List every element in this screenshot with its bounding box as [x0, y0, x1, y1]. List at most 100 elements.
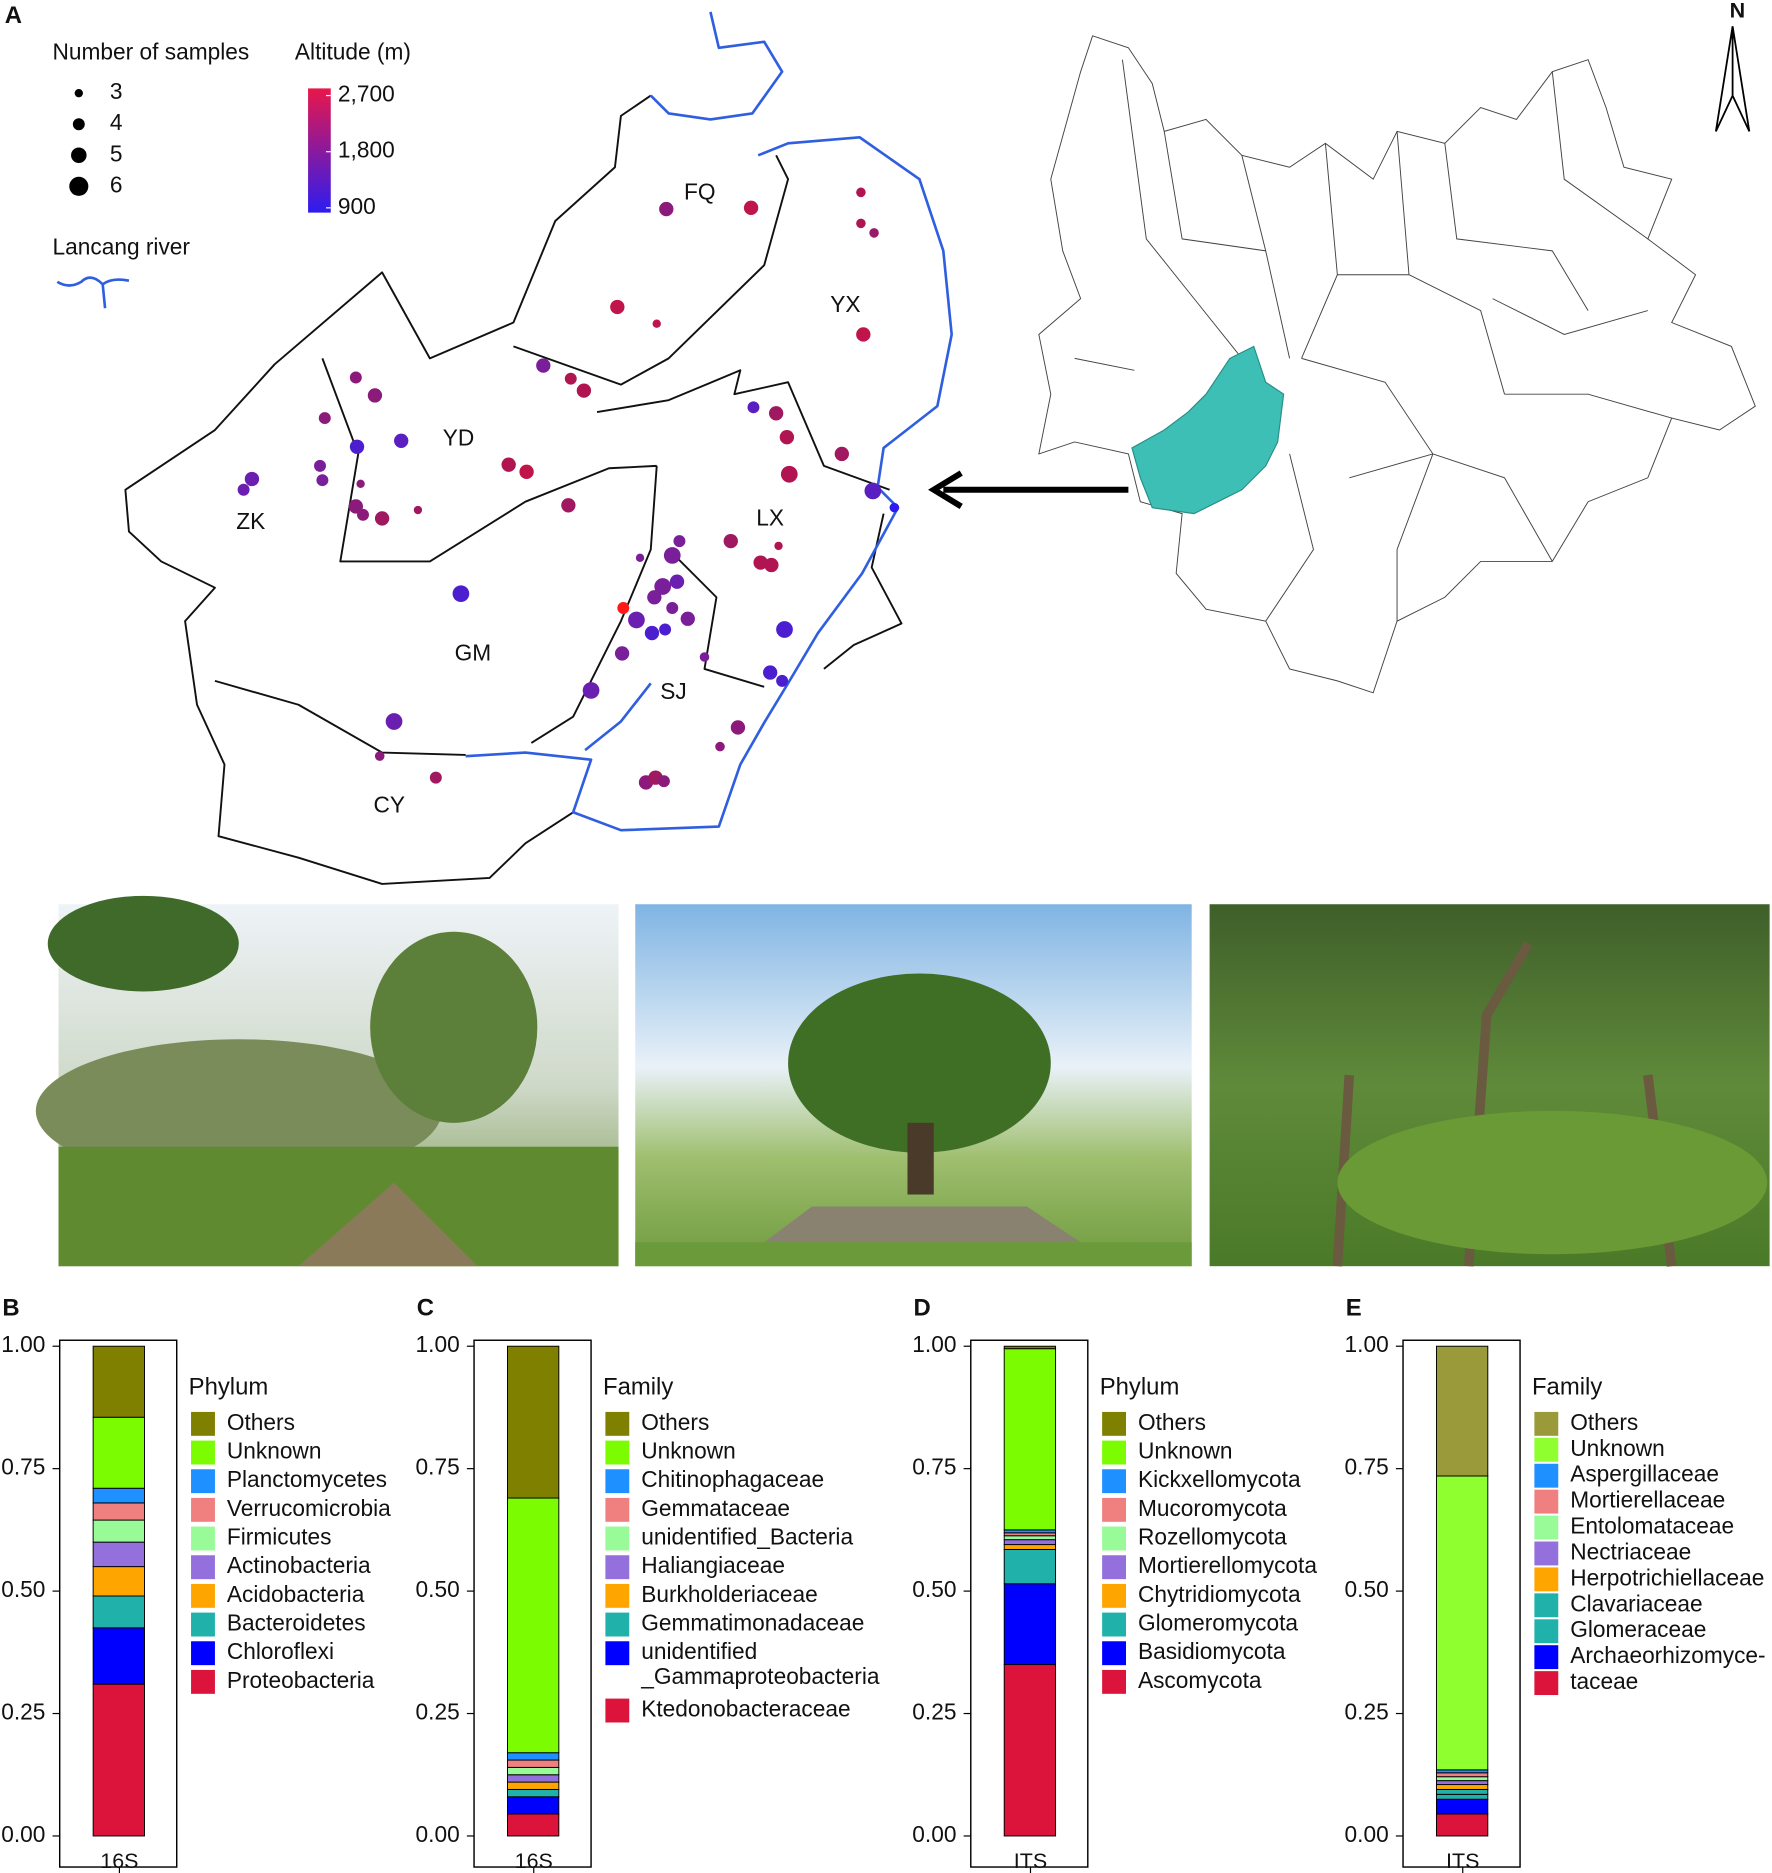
panel-label: B	[2, 1294, 19, 1321]
panel-label: D	[913, 1294, 930, 1321]
bar-segment	[507, 1759, 560, 1768]
bar-segment	[507, 1766, 560, 1776]
legend-swatch	[1102, 1497, 1127, 1522]
altitude-tick-label: 1,800	[338, 137, 395, 163]
legend-label: Glomeraceae	[1570, 1616, 1706, 1642]
altitude-colorbar	[308, 88, 331, 213]
legend-label: Mortierellaceae	[1570, 1487, 1725, 1513]
region-label: GM	[455, 640, 492, 666]
prefecture-outline	[124, 94, 652, 885]
legend-swatch	[1534, 1567, 1559, 1592]
legend-swatch	[605, 1583, 630, 1608]
legend-label: Mortierellomycota	[1138, 1552, 1317, 1578]
legend-label: Chloroflexi	[227, 1638, 334, 1664]
bar-segment	[92, 1502, 145, 1521]
legend-swatch	[1102, 1526, 1127, 1551]
bar-segment	[1435, 1788, 1489, 1795]
plot-frame	[1402, 1339, 1521, 1868]
sample-points	[237, 187, 900, 790]
legend-title: Phylum	[1100, 1373, 1180, 1400]
y-tick-label: 0.00	[912, 1821, 956, 1847]
bar-segment	[92, 1541, 145, 1568]
bar-segment	[507, 1813, 560, 1837]
legend-label: unidentified _Gammaproteobacteria	[640, 1638, 880, 1689]
legend-label: Others	[1138, 1409, 1206, 1435]
plot-frame	[58, 1339, 178, 1868]
bar-segment	[1435, 1475, 1489, 1771]
legend-swatch	[191, 1469, 215, 1494]
region-label: CY	[374, 791, 406, 817]
legend-swatch	[1534, 1463, 1559, 1488]
bar-segment	[507, 1774, 560, 1783]
bar-segment	[92, 1683, 145, 1837]
legend-label: Actinobacteria	[227, 1552, 371, 1578]
bar-segment	[507, 1497, 560, 1754]
y-tick-label: 1.00	[1, 1331, 45, 1357]
legend-swatch	[605, 1526, 630, 1551]
region-label: SJ	[660, 678, 686, 704]
altitude-tick-label: 900	[338, 193, 376, 219]
bar-segment	[92, 1519, 145, 1543]
legend-label: Bacteroidetes	[227, 1610, 366, 1636]
legend-swatch	[605, 1698, 630, 1723]
y-tick-label: 0.50	[912, 1576, 956, 1602]
panel-label: A	[5, 2, 22, 29]
legend-label: Ktedonobacteraceae	[641, 1696, 850, 1722]
legend-title: Family	[1532, 1373, 1602, 1400]
legend-label: Unknown	[1138, 1438, 1233, 1464]
legend-swatch	[1534, 1489, 1559, 1514]
region-label: FQ	[684, 179, 716, 205]
x-tick-label: 16S	[515, 1849, 553, 1873]
plot-frame	[970, 1339, 1089, 1868]
y-tick-label: 0.00	[1345, 1821, 1389, 1847]
y-tick-label: 0.00	[1, 1821, 45, 1847]
size-legend-label: 5	[110, 140, 123, 166]
bar-segment	[92, 1595, 145, 1629]
legend-swatch	[1102, 1440, 1127, 1465]
legend-swatch	[1534, 1619, 1559, 1644]
legend-label: Unknown	[1570, 1435, 1665, 1461]
legend-label: Kickxellomycota	[1138, 1466, 1301, 1492]
legend-title: Phylum	[189, 1373, 269, 1400]
legend-swatch	[1534, 1593, 1559, 1618]
size-legend-label: 4	[110, 109, 123, 135]
panel-label: E	[1346, 1294, 1362, 1321]
legend-swatch	[191, 1669, 215, 1694]
y-tick-label: 0.75	[1, 1454, 45, 1480]
y-tick-label: 0.50	[416, 1576, 460, 1602]
legend-label: Glomeromycota	[1138, 1610, 1298, 1636]
legend-label: Gemmatimonadaceae	[641, 1610, 864, 1636]
bar-segment	[1435, 1813, 1489, 1837]
size-legend-dot	[69, 176, 89, 196]
y-tick-label: 0.25	[1345, 1699, 1389, 1725]
bar-segment	[507, 1752, 560, 1761]
bar-segment	[507, 1788, 560, 1798]
legend-label: Nectriaceae	[1570, 1538, 1691, 1564]
bar-segment	[1003, 1583, 1057, 1666]
legend-swatch	[191, 1411, 215, 1436]
bar-segment	[1003, 1535, 1057, 1541]
legend-swatch	[1534, 1671, 1559, 1696]
bar-segment	[1003, 1664, 1057, 1837]
legend-swatch	[1102, 1669, 1127, 1694]
x-tick-label: ITS	[1014, 1849, 1047, 1873]
panel-label: C	[417, 1294, 434, 1321]
legend-label: Herpotrichiellaceae	[1570, 1564, 1764, 1590]
lancang-river	[465, 11, 953, 832]
legend-swatch	[1534, 1541, 1559, 1566]
legend-swatch	[1534, 1645, 1559, 1670]
legend-swatch	[605, 1411, 630, 1436]
legend-label: Haliangiaceae	[641, 1552, 785, 1578]
x-tick-label: ITS	[1446, 1849, 1479, 1873]
locator-arrowhead	[928, 470, 963, 510]
bar-segment	[1435, 1772, 1489, 1778]
legend-label: Others	[641, 1409, 709, 1435]
legend-label: Mucoromycota	[1138, 1495, 1287, 1521]
legend-swatch	[605, 1440, 630, 1465]
legend-swatch	[1534, 1515, 1559, 1540]
bar-segment	[1003, 1539, 1057, 1546]
legend-swatch	[1534, 1437, 1559, 1462]
legend-swatch	[605, 1612, 630, 1637]
legend-swatch	[1102, 1641, 1127, 1666]
